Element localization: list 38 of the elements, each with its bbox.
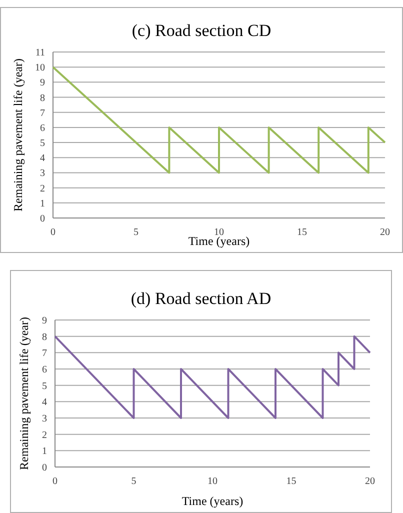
chart-title: (d) Road section AD <box>130 289 272 308</box>
y-tick-label: 1 <box>42 446 47 458</box>
y-tick-label: 7 <box>40 108 45 119</box>
y-tick-label: 0 <box>40 214 45 224</box>
x-tick-label: 15 <box>286 476 296 487</box>
x-tick-label: 15 <box>297 227 307 238</box>
y-tick-label: 5 <box>42 380 47 392</box>
x-tick-label: 20 <box>365 476 375 487</box>
y-tick-label: 4 <box>42 397 47 408</box>
x-axis-title: Time (years) <box>182 494 244 508</box>
line-series <box>54 335 371 419</box>
y-tick-label: 9 <box>40 78 45 89</box>
y-tick-label: 9 <box>42 316 47 326</box>
y-tick-label: 2 <box>40 183 45 194</box>
x-tick-label: 5 <box>131 476 136 487</box>
y-tick-label: 8 <box>40 92 45 104</box>
y-tick-label: 6 <box>42 364 47 376</box>
y-tick-label: 2 <box>42 430 47 441</box>
x-tick-label: 20 <box>380 227 390 238</box>
y-tick-label: 0 <box>42 462 47 474</box>
y-tick-label: 8 <box>42 332 47 343</box>
y-tick-label: 1 <box>40 198 45 210</box>
x-tick-label: 10 <box>208 476 218 487</box>
x-tick-label: 0 <box>50 227 56 238</box>
y-tick-label: 11 <box>35 48 45 58</box>
y-tick-label: 3 <box>40 168 45 180</box>
y-tick-label: 3 <box>42 414 47 424</box>
y-axis-title: Remaining pavement life (year) <box>11 58 25 212</box>
line-series <box>52 66 386 174</box>
y-tick-label: 4 <box>40 153 45 164</box>
y-tick-label: 6 <box>40 122 45 134</box>
y-axis-title: Remaining pavement life (year) <box>17 317 31 470</box>
x-tick-label: 0 <box>52 476 58 487</box>
x-tick-label: 5 <box>134 227 138 238</box>
chart-title: (c) Road section CD <box>132 21 272 40</box>
y-tick-label: 10 <box>35 62 45 74</box>
y-tick-label: 5 <box>40 138 45 150</box>
y-tick-label: 7 <box>42 348 47 360</box>
